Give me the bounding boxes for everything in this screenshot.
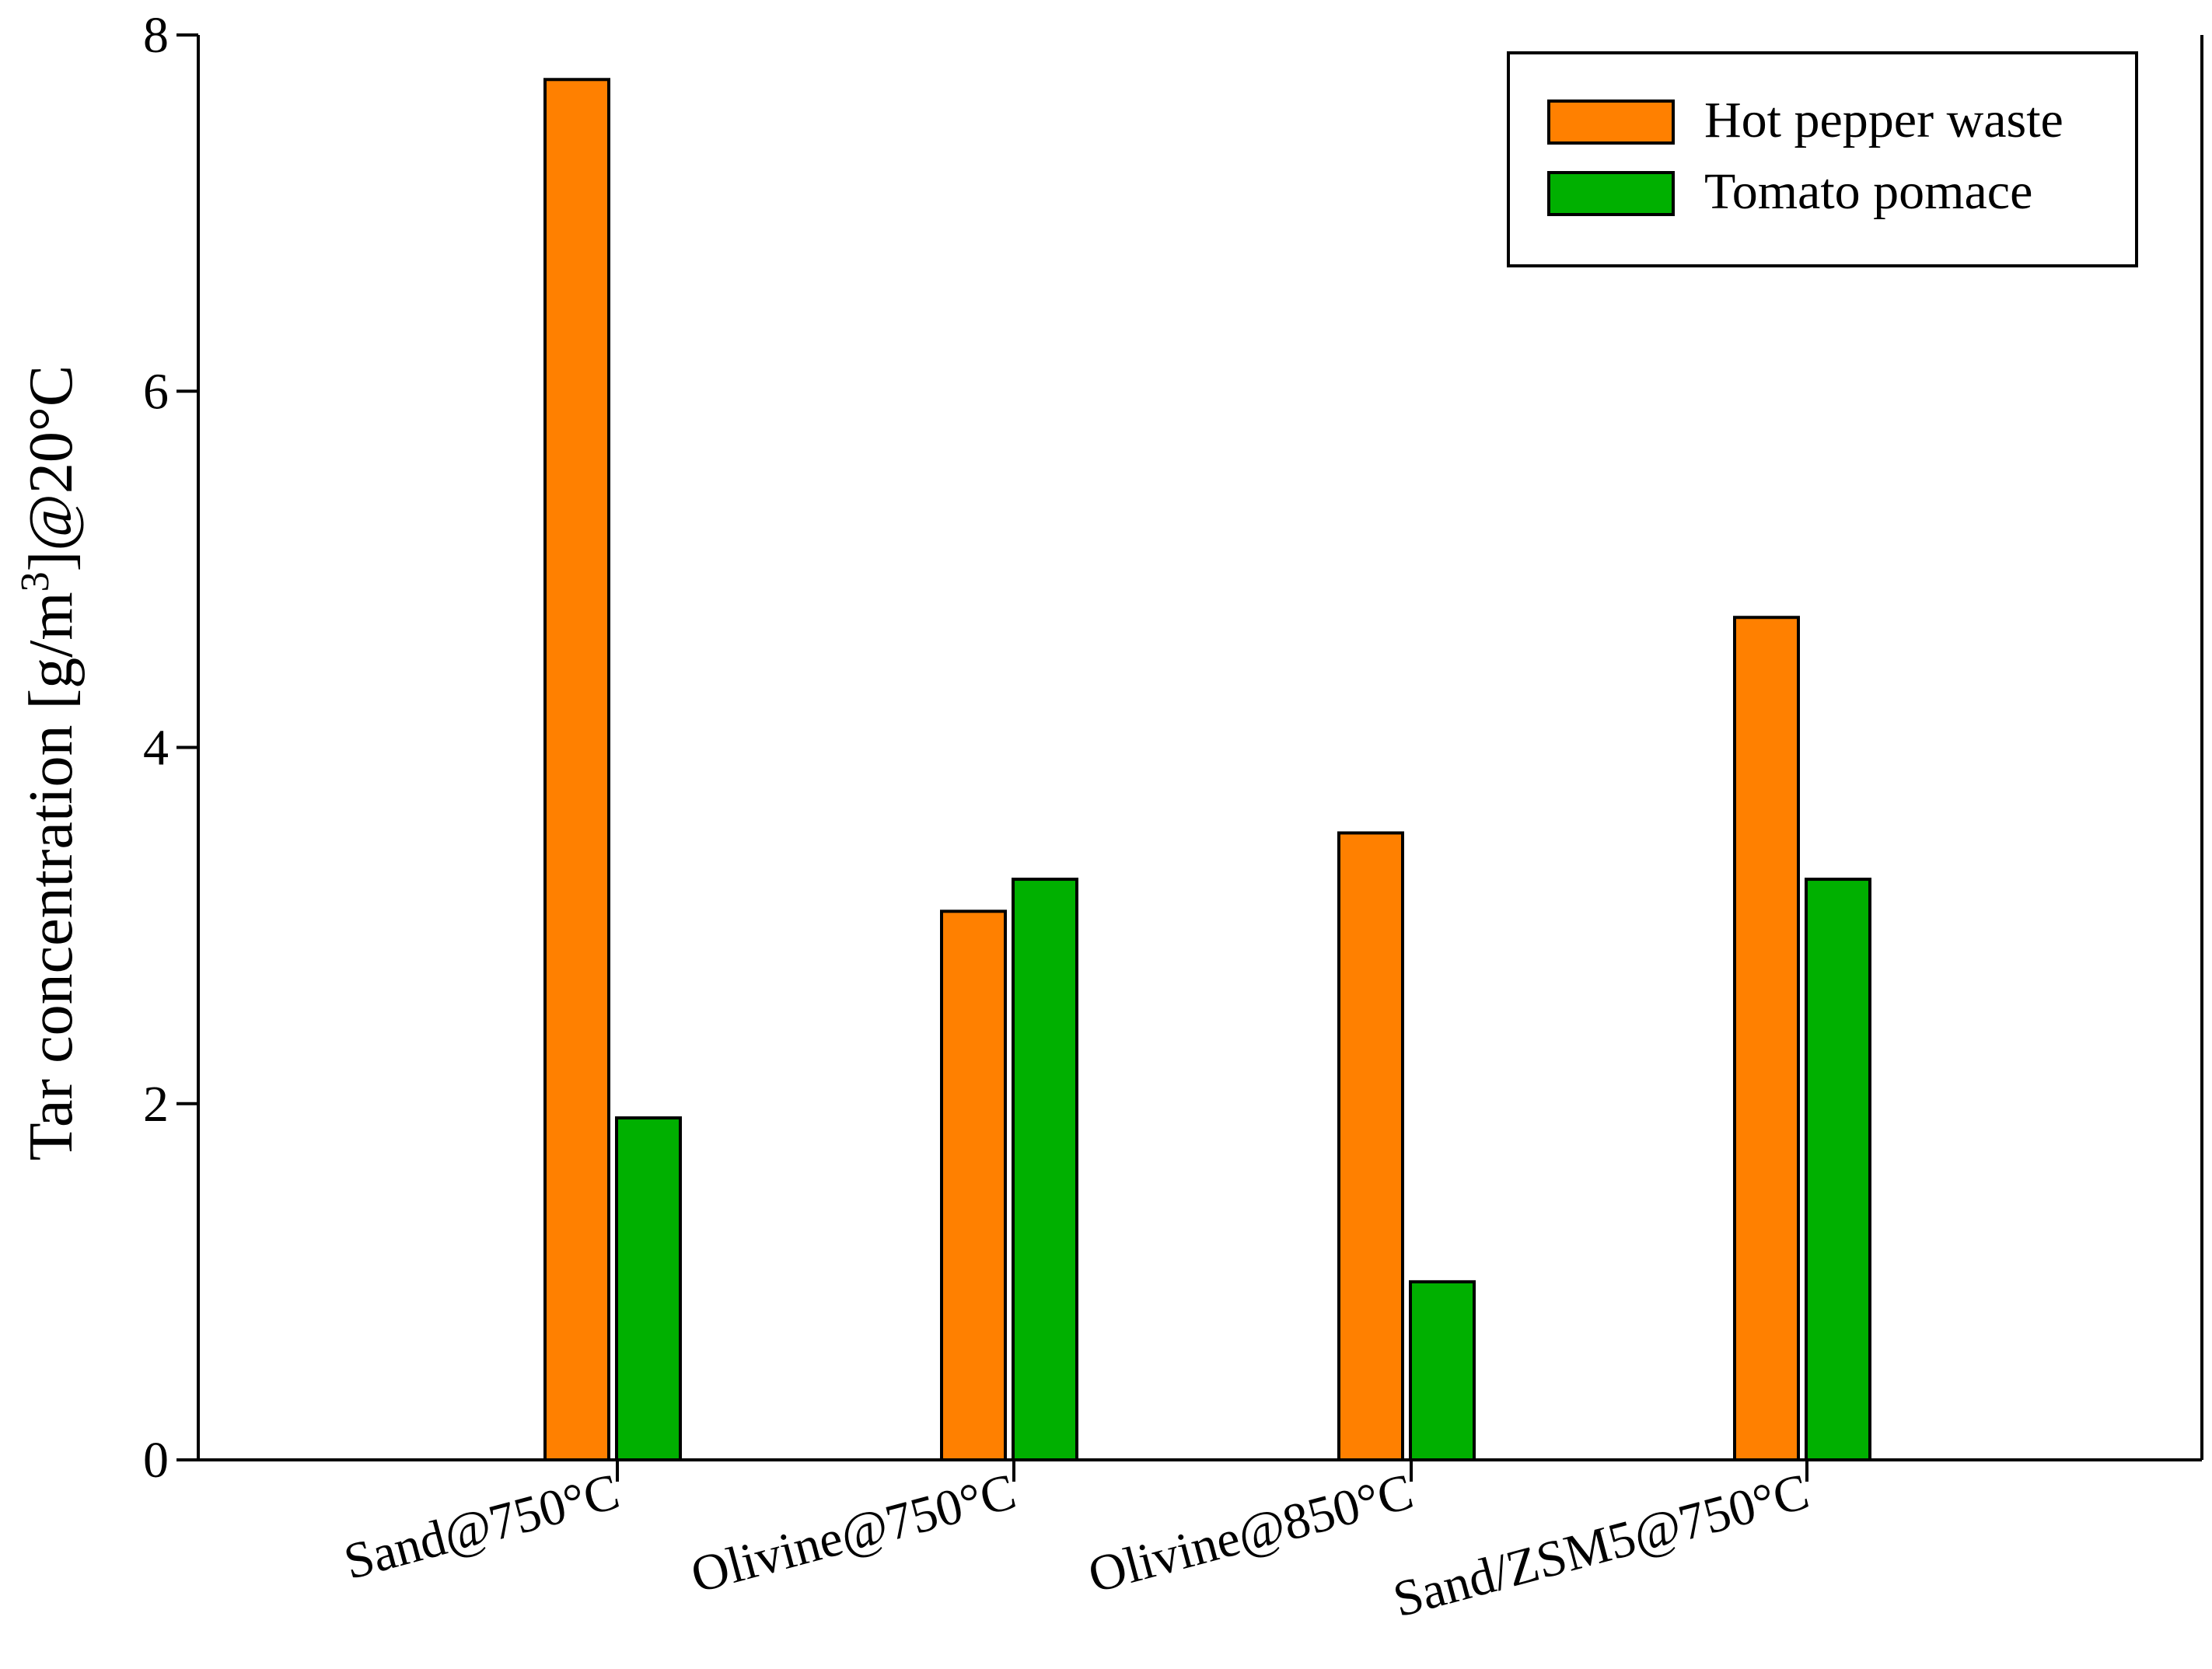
bar [1805,878,1871,1461]
legend-swatch [1547,171,1675,216]
x-tick-label: Sand@750°C [338,1463,625,1590]
legend: Hot pepper waste Tomato pomace [1507,51,2138,267]
y-tick-label: 8 [143,7,169,64]
legend-label: Tomato pomace [1704,163,2032,220]
y-tick-label: 4 [143,720,169,777]
y-axis-label: Tar concentration [g/m3]@20°C [13,365,86,1161]
bar [940,910,1007,1462]
bar [1733,616,1800,1461]
bar [1012,878,1078,1461]
bar [615,1116,682,1461]
y-tick-label: 0 [143,1432,169,1489]
x-tick-label: Olivine@750°C [685,1463,1021,1604]
y-axis-label-main: Tar concentration [g/m [17,592,86,1161]
x-ticks-group: Sand@750°C Olivine@750°C Olivine@850°CSand… [338,1460,1815,1629]
legend-swatch [1547,100,1675,145]
y-tick-label: 6 [143,363,169,420]
bars-group [543,78,1871,1462]
y-axis-label-superscript: 3 [13,571,58,592]
y-tick-label: 2 [143,1076,169,1133]
legend-box [1507,51,2138,267]
bar [543,78,610,1461]
x-tick-label: Olivine@850°C [1082,1463,1418,1604]
legend-label: Hot pepper waste [1704,92,2063,148]
legend-items: Hot pepper waste Tomato pomace [1547,92,2063,220]
y-axis-label-suffix: ]@20°C [17,365,86,572]
bar [1409,1280,1476,1461]
y-ticks-group: 0 2 4 6 8 [143,7,198,1489]
bar [1337,831,1404,1461]
x-tick-label: Sand/ZSM5@750°C [1387,1463,1814,1629]
